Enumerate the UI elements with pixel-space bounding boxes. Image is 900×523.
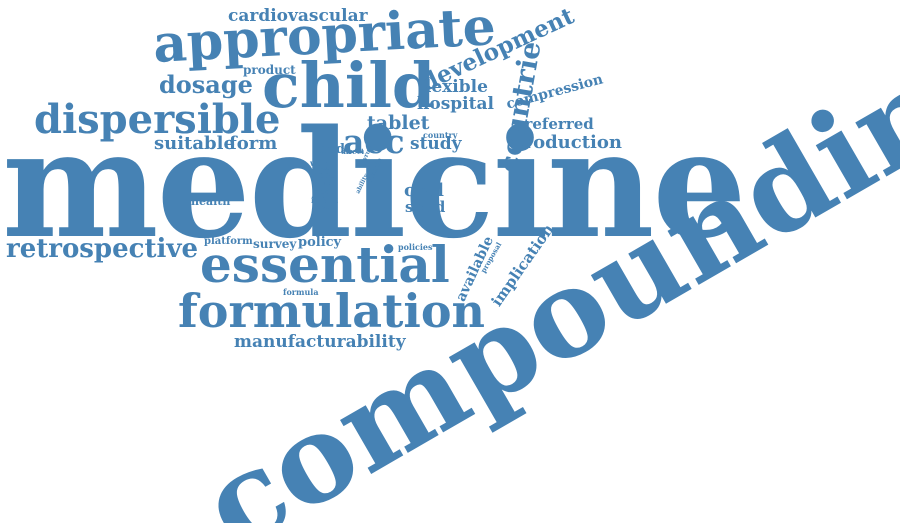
word-policy: policy (298, 235, 342, 250)
word-hospital: hospital (417, 94, 494, 114)
word-form: form (229, 133, 278, 154)
word-survey: survey (253, 237, 297, 251)
word-suitable: suitable (154, 133, 235, 154)
word-child: child (262, 49, 436, 122)
word-study: study (410, 134, 462, 154)
word-flexible: flexible (419, 77, 488, 97)
word-acc: acc (343, 122, 405, 161)
word-dosage: dosage (159, 70, 253, 99)
word-infant: infant (311, 195, 338, 205)
word-product: product (243, 63, 296, 77)
word-oral: oral (404, 180, 444, 201)
word-model: model (313, 187, 338, 196)
word-ha-risk: ha risk (313, 166, 329, 171)
word-retrospective: retrospective (6, 234, 199, 264)
word-data: data (321, 181, 334, 187)
word-cardiovascular: cardiovascular (228, 6, 368, 26)
word-food: food (313, 142, 346, 157)
word-need: need (312, 171, 337, 181)
word-country: country (423, 130, 458, 140)
word-result: result (314, 204, 334, 211)
word-formula: formula (283, 287, 319, 297)
word-policies: policies (398, 242, 433, 252)
word-tablet: tablet (367, 112, 430, 134)
word-world: world (310, 158, 336, 168)
word-manufacturability: manufacturability (234, 332, 406, 352)
word-preferred: preferred (514, 115, 594, 133)
word-production: production (511, 132, 622, 153)
word-dispersible: dispersible (34, 96, 281, 143)
word-health: health (191, 195, 231, 208)
word-direct: direct (341, 147, 365, 156)
word-formulation: formulation (178, 284, 485, 338)
word-essential: essential (200, 235, 450, 294)
word-platform: platform (204, 236, 253, 247)
word-medicine: medicine (2, 97, 747, 271)
word-solid: solid (405, 198, 446, 216)
